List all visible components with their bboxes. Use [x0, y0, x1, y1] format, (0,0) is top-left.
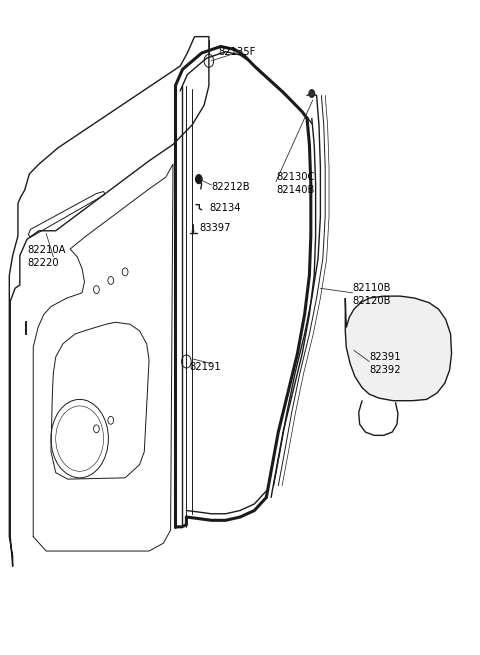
- Text: 82110B: 82110B: [352, 283, 391, 293]
- Text: 82135F: 82135F: [218, 47, 256, 57]
- Text: 82191: 82191: [190, 362, 221, 372]
- Text: 82140B: 82140B: [276, 185, 314, 195]
- Circle shape: [309, 90, 315, 98]
- Text: 83397: 83397: [199, 223, 231, 233]
- Text: 82220: 82220: [27, 259, 59, 269]
- Text: 82130C: 82130C: [276, 172, 314, 182]
- Circle shape: [195, 174, 202, 183]
- Polygon shape: [345, 296, 452, 401]
- Text: 82120B: 82120B: [352, 296, 391, 307]
- Text: 82212B: 82212B: [211, 182, 250, 192]
- Text: 82391: 82391: [369, 352, 401, 362]
- Text: 82392: 82392: [369, 365, 401, 375]
- Text: 82134: 82134: [209, 203, 240, 213]
- Text: 82210A: 82210A: [27, 246, 65, 255]
